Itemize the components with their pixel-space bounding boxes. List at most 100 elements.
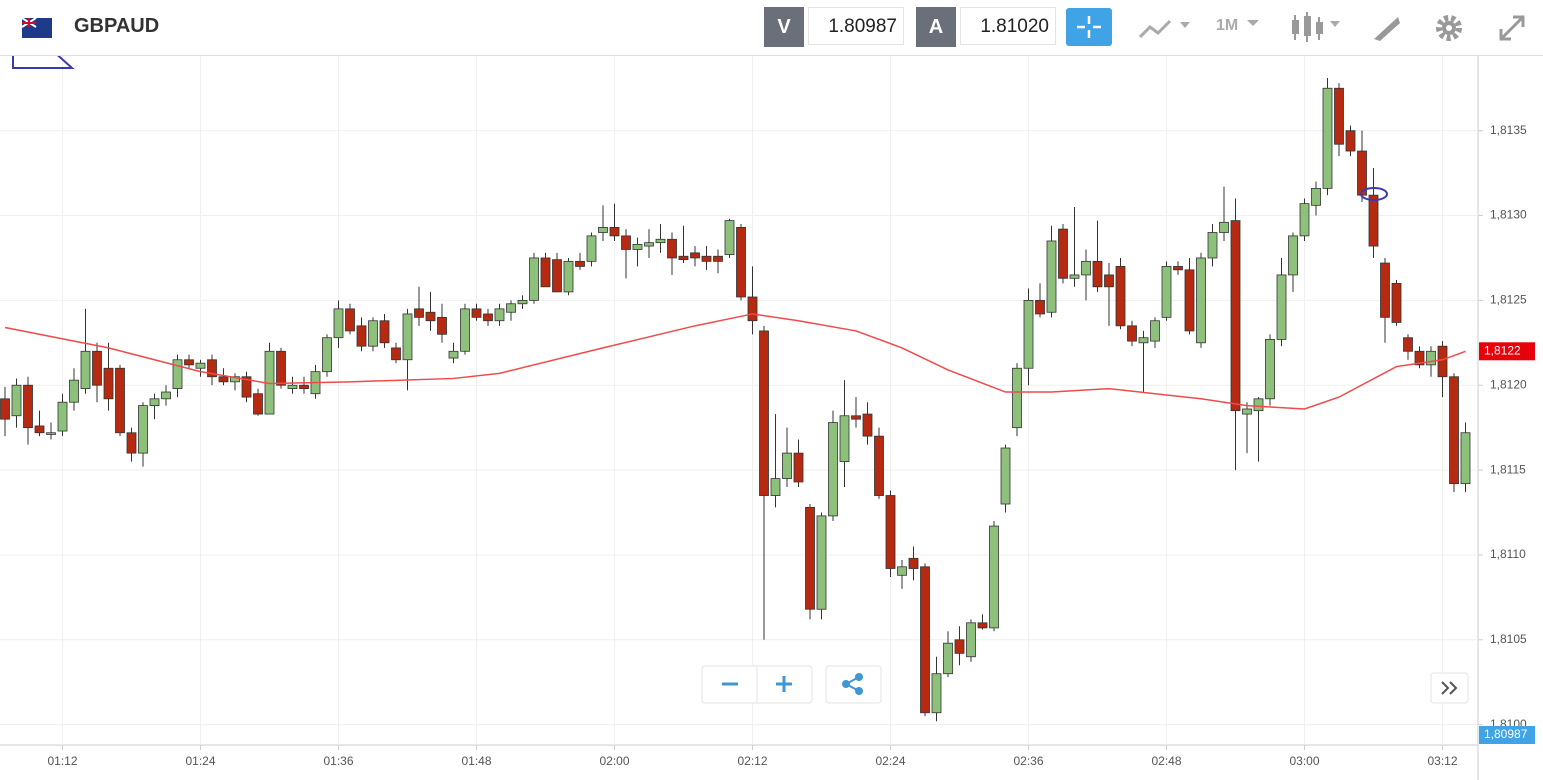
candle-body <box>1276 274 1287 340</box>
share-icon <box>842 673 863 695</box>
candle-body <box>655 238 666 244</box>
candle-body <box>793 452 804 483</box>
candle-body <box>1334 87 1344 145</box>
candle-body <box>1046 240 1057 313</box>
x-tick-label: 03:12 <box>1427 754 1457 768</box>
candle-body <box>494 308 505 322</box>
x-tick-label: 02:12 <box>737 754 767 768</box>
candle-body <box>448 350 459 359</box>
candle-body <box>724 220 735 255</box>
candle-body <box>115 367 125 434</box>
crosshair-button[interactable] <box>1066 8 1112 46</box>
candle-body <box>161 391 171 400</box>
candle-body <box>885 495 896 569</box>
candle-body <box>1000 447 1011 505</box>
candle-body <box>437 316 447 335</box>
y-tick-label: 1,8115 <box>1490 462 1526 476</box>
share-button[interactable] <box>825 665 882 704</box>
x-tick-label: 01:48 <box>461 754 491 768</box>
candle-body <box>1380 262 1390 318</box>
candle-body <box>874 435 884 496</box>
candle-body <box>276 350 286 386</box>
ma-tag-label: 1,8122 <box>1484 343 1521 357</box>
y-tick-label: 1,8135 <box>1490 123 1527 137</box>
toolbar: GBPAUD V 1.80987 A 1.81020 1M <box>0 0 1543 56</box>
candle-body <box>1403 337 1413 352</box>
candle-body <box>586 235 597 262</box>
candle-body <box>1069 274 1080 279</box>
candle-body <box>816 515 827 610</box>
candle-body <box>1092 260 1103 288</box>
symbol: GBPAUD <box>74 15 160 37</box>
candle-body <box>805 507 815 610</box>
candle-body <box>1196 257 1206 344</box>
candle-body <box>0 398 10 420</box>
candle-body <box>356 325 367 347</box>
candle-body <box>1230 220 1241 412</box>
price-tag-label: 1,80987 <box>1484 727 1528 741</box>
drawn-ellipse <box>1360 187 1388 201</box>
candle-body <box>1299 203 1310 237</box>
candle-body <box>1437 345 1448 378</box>
bid-key[interactable]: V <box>764 7 804 47</box>
candle-type-button[interactable] <box>1288 12 1348 46</box>
candle-body <box>598 227 608 233</box>
candle-body <box>1414 350 1425 366</box>
candle-body <box>1242 408 1252 415</box>
candle-body <box>1150 320 1160 342</box>
candle-body <box>184 359 194 366</box>
candle-body <box>701 255 712 262</box>
candle-body <box>1023 299 1034 369</box>
candle-body <box>1127 325 1137 342</box>
zoom-in[interactable] <box>776 676 792 692</box>
candle-body <box>954 639 965 654</box>
candle-body <box>1460 432 1471 485</box>
candle-body <box>46 432 56 435</box>
candle-body <box>517 299 528 305</box>
settings-button[interactable] <box>1434 13 1464 43</box>
candle-body <box>931 673 942 714</box>
candle-body <box>1322 87 1333 189</box>
y-tick-label: 1,8105 <box>1490 632 1527 646</box>
ma-tag <box>1479 342 1535 361</box>
candle-body <box>908 557 919 569</box>
x-tick-label: 02:24 <box>875 754 905 768</box>
candle-body <box>563 260 574 293</box>
candle-body <box>1012 367 1022 429</box>
fullscreen-button[interactable] <box>1497 13 1527 43</box>
candle-body <box>1311 187 1321 206</box>
candle-body <box>1035 299 1045 315</box>
candle-body <box>207 359 217 378</box>
candle-body <box>126 432 137 454</box>
candle-body <box>138 405 148 454</box>
period[interactable]: 1M <box>1216 17 1239 34</box>
x-tick-label: 03:00 <box>1289 754 1319 768</box>
candle-body <box>172 359 183 390</box>
moving-average-line <box>4 313 1466 410</box>
candle-body <box>759 330 769 496</box>
drawing-button[interactable] <box>1372 13 1402 43</box>
candle-body <box>471 308 482 318</box>
candle-body <box>1104 274 1114 288</box>
bid-price: 1.80987 <box>808 7 904 45</box>
candle-body <box>943 642 953 675</box>
flag-icon <box>22 18 52 38</box>
chart-type-button[interactable] <box>1136 13 1196 43</box>
candle-body <box>782 452 792 479</box>
candle-body <box>1391 283 1402 323</box>
x-tick-label: 02:48 <box>1151 754 1181 768</box>
candle-body <box>402 313 413 361</box>
ask-price: 1.81020 <box>960 7 1056 45</box>
candle-body <box>34 425 45 434</box>
candle-body <box>80 350 91 390</box>
x-tick-label: 01:36 <box>323 754 353 768</box>
candle-body <box>851 415 861 420</box>
candle-body <box>322 337 332 373</box>
candle-body <box>253 393 263 415</box>
period-caret <box>1247 20 1259 26</box>
candle-body <box>57 401 68 432</box>
candle-body <box>1115 266 1126 327</box>
ask-key[interactable]: A <box>916 7 956 47</box>
candle-body <box>621 235 631 250</box>
scroll-end-button[interactable] <box>1430 672 1469 704</box>
